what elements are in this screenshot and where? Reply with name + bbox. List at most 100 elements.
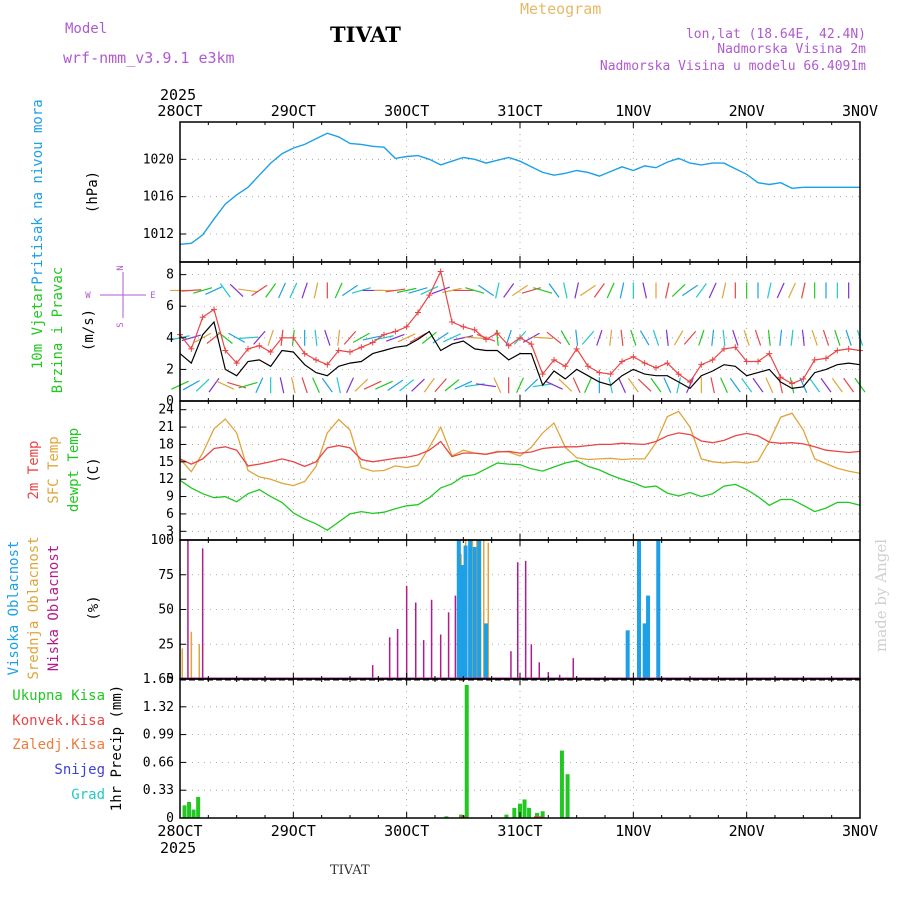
wind-arrow [267, 329, 274, 346]
temp-tick-label: 18 [158, 437, 174, 452]
precip-bar-total [535, 812, 539, 818]
wind-speed-line [179, 320, 861, 390]
axis-layer: 1012101610200246836912151821240255075100… [143, 102, 878, 840]
gust-marker [641, 360, 648, 367]
cloud-bar-low [510, 651, 512, 679]
wind-arrow [228, 332, 246, 343]
wind-arrow [665, 282, 670, 299]
wind-arrow [619, 282, 625, 299]
x-day-label-top: 30OCT [384, 102, 429, 120]
gust-marker [732, 344, 739, 351]
temp-tick-label: 3 [166, 524, 174, 539]
wind-arrow [560, 330, 571, 346]
wind-arrow [752, 377, 764, 393]
gust-marker [551, 356, 557, 363]
gust-marker [222, 347, 229, 354]
wind-arrow [181, 334, 201, 342]
x-day-label-top: 28OCT [157, 102, 202, 120]
gust-marker [415, 309, 421, 316]
gust-marker [449, 319, 455, 326]
wind-arrow [409, 332, 427, 343]
cloud-bar-mid [482, 540, 485, 679]
cloud-bar-high [625, 630, 630, 679]
wind-arrow [663, 377, 672, 393]
wind-arrow [695, 283, 707, 298]
wind-arrow [545, 380, 563, 390]
cloud-bar-mid [471, 540, 474, 679]
cloud-bar-low [396, 628, 399, 679]
wind-arrow [265, 283, 277, 298]
gust-marker [585, 363, 591, 370]
wind-arrow [572, 377, 581, 393]
cloud-tick-label: 0 [166, 672, 174, 687]
tsfc-line [179, 410, 861, 487]
x-day-label-bottom: 30OCT [384, 822, 429, 840]
gust-marker [845, 345, 852, 352]
cloud-bar-high [642, 623, 647, 679]
t2m-ylabel: 2m Temp [26, 440, 42, 499]
gust-marker [721, 345, 727, 352]
wind-arrow [593, 283, 605, 298]
gust-marker [199, 314, 206, 321]
temp-tick-label: 6 [166, 507, 174, 522]
wind-tick-label: 2 [166, 362, 174, 377]
gust-marker [834, 347, 841, 354]
wind-arrow [822, 329, 830, 346]
wind-arrow [336, 377, 341, 394]
cloud-bar-low [405, 585, 408, 679]
gust-marker [630, 353, 637, 360]
cloud-bar-mid [487, 542, 490, 679]
wind-arrow [809, 377, 821, 393]
wind-arrow [533, 287, 553, 294]
cloud-bar-high [484, 623, 488, 679]
wind-arrow [421, 331, 437, 344]
wind-unit: (m/s) [81, 309, 97, 351]
wind-arrow [524, 378, 539, 392]
cloud-unit: (%) [86, 595, 102, 620]
wind-arrow [478, 284, 494, 297]
gust-marker [494, 330, 501, 337]
cloud-bar-low [572, 658, 575, 679]
model-elevation-label: Nadmorska Visina u modelu 66.4091m [600, 59, 866, 74]
gust-marker [426, 292, 433, 299]
cloud-bar-low [422, 640, 425, 679]
wind-arrow [801, 282, 806, 299]
wind-arrow [652, 329, 660, 346]
grid-layer [180, 122, 860, 818]
cloud-bar-high [656, 540, 661, 679]
gust-marker [539, 371, 546, 378]
wind-arrow [563, 282, 568, 299]
pressure-line [179, 132, 860, 245]
wind-arrow [411, 378, 425, 392]
footer-station: TIVAT [330, 863, 370, 878]
t2m-line [179, 432, 861, 468]
wind-arrow [397, 333, 416, 343]
wind-arrow [195, 378, 210, 392]
gust-marker [392, 328, 399, 335]
wind-arrow [596, 329, 603, 346]
wind-tick-label: 4 [166, 331, 174, 346]
wind-arrow [443, 333, 461, 343]
compass-icon: N E S W [85, 265, 155, 327]
precip-tick-label: 0.66 [143, 755, 174, 770]
cloud-bar-high [460, 565, 465, 679]
gust-marker [789, 380, 795, 387]
wind-arrow [352, 332, 370, 343]
wind-arrow [574, 282, 579, 299]
precip-bar-total [540, 811, 545, 818]
wind-arrow [205, 285, 223, 295]
wind-arrow [291, 377, 296, 394]
compass-e: E [150, 291, 155, 301]
cloud-bar-high [463, 545, 468, 679]
wind-arrow [637, 378, 652, 392]
wind-arrow [676, 377, 681, 394]
cloud-bar-low [516, 562, 519, 679]
panel-frame [179, 678, 861, 819]
gust-marker [766, 350, 773, 357]
cloud-bar-high [477, 540, 482, 679]
gust-marker [517, 334, 523, 341]
model-name: wrf-nmm_v3.9.1 e3km [63, 49, 235, 67]
wind-arrow [618, 377, 626, 393]
cloud-bar-low [454, 595, 457, 679]
wind-arrow [219, 283, 231, 298]
